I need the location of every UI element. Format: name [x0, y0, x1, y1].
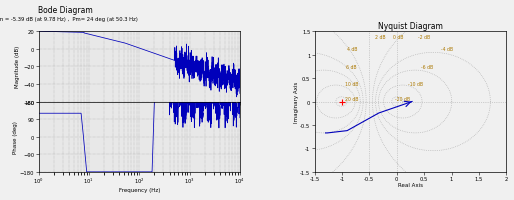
Text: -4 dB: -4 dB — [441, 47, 453, 52]
Y-axis label: Imaginary Axis: Imaginary Axis — [293, 81, 299, 123]
Text: 20 dB: 20 dB — [345, 96, 359, 101]
Text: -6 dB: -6 dB — [421, 65, 433, 70]
Text: Gm = -5.39 dB (at 9.78 Hz) ,  Pm= 24 deg (at 50.3 Hz): Gm = -5.39 dB (at 9.78 Hz) , Pm= 24 deg … — [0, 17, 138, 22]
Text: 0 dB: 0 dB — [393, 35, 403, 40]
X-axis label: Real Axis: Real Axis — [398, 183, 423, 187]
Y-axis label: Phase (deg): Phase (deg) — [13, 121, 19, 153]
Title: Nyquist Diagram: Nyquist Diagram — [378, 22, 443, 31]
Text: Bode Diagram: Bode Diagram — [39, 6, 93, 15]
Text: 4 dB: 4 dB — [346, 47, 357, 52]
Text: 2 dB: 2 dB — [375, 35, 386, 40]
Text: -20 dB: -20 dB — [395, 96, 410, 101]
X-axis label: Frequency (Hz): Frequency (Hz) — [119, 187, 160, 192]
Text: -2 dB: -2 dB — [418, 35, 430, 40]
Y-axis label: Magnitude (dB): Magnitude (dB) — [15, 46, 21, 88]
Text: -10 dB: -10 dB — [408, 82, 424, 87]
Text: 6 dB: 6 dB — [346, 65, 357, 70]
Text: 10 dB: 10 dB — [345, 82, 359, 87]
